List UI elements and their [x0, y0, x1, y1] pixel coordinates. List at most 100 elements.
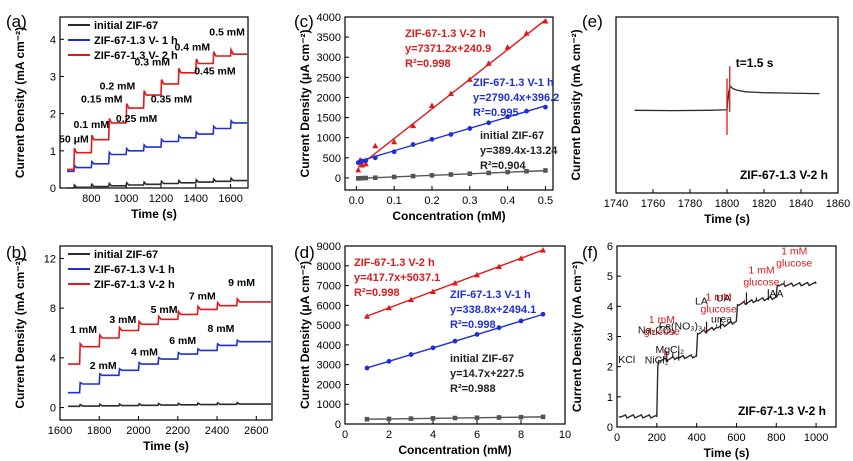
x-tick-label-a: 1600: [218, 193, 242, 205]
footer-label-e: ZIF-67-1.3 V-2 h: [740, 168, 828, 182]
series-line-f: [618, 281, 817, 419]
data-point-c-2: [429, 173, 435, 178]
annotation-label-a-8: 0.45 mM: [194, 66, 236, 78]
panel-c: (c) 0.0 0.1 0.2 0.3 0.4 0.5 0 500 1000 1500 2000 250…: [294, 12, 559, 223]
series-line-a-0: [67, 176, 248, 189]
legend-label-b-2: ZIF-67-1.3 V-2 h: [94, 279, 175, 291]
y-tick-label-c: 3500: [317, 32, 341, 44]
fit-text-d-2-0: initial ZIF-67: [450, 353, 514, 365]
series-line-a-2: [67, 46, 248, 171]
annotation-label-a-0: 50 μM: [59, 134, 89, 146]
x-tick-label-f: 200: [648, 432, 666, 444]
y-axis-label-c: Current Density (μA cm⁻²): [298, 30, 312, 178]
glucose-label-line1: 1 mM: [781, 245, 807, 257]
panel-label-c: (c): [294, 12, 314, 31]
data-point-d-1: [386, 358, 392, 364]
y-tick-label-c: 1500: [317, 113, 341, 125]
x-tick-label-c: 0.1: [387, 195, 402, 207]
y-tick-label-d: 4000: [317, 340, 341, 352]
x-tick-label-f: 600: [727, 432, 745, 444]
y-tick-label-d: 9000: [317, 241, 341, 253]
data-point-d-0: [430, 288, 436, 294]
data-point-d-2: [386, 416, 392, 422]
annotation-label-b-7: 8 mM: [208, 323, 235, 335]
x-tick-label-d: 8: [518, 429, 524, 441]
data-point-c-1: [524, 108, 529, 114]
data-point-c-1: [486, 120, 492, 126]
x-tick-label-f: 800: [767, 432, 785, 444]
glucose-label-line2: glucose: [701, 304, 737, 316]
data-point-c-0: [466, 76, 473, 82]
data-point-c-2: [486, 170, 492, 176]
annotation-label-e: t=1.5 s: [736, 56, 774, 70]
x-axis-label-e: Time (s): [704, 212, 750, 226]
annotation-label-b-4: 5 mM: [151, 304, 178, 316]
data-point-d-0: [408, 296, 414, 303]
data-point-d-0: [518, 255, 524, 261]
annotation-label-b-5: 6 mM: [169, 335, 196, 347]
y-axis-label-b: Current Density (mA cm⁻²): [13, 257, 27, 408]
annotation-label-f-7: urea: [711, 313, 732, 325]
x-tick-label-a: 800: [82, 193, 100, 205]
data-point-c-0: [542, 18, 549, 24]
glucose-label-line2: glucose: [776, 257, 812, 269]
y-tick-label-c: 0: [335, 173, 341, 185]
data-point-c-0: [372, 142, 379, 149]
annotation-label-f-2: 1 mM glucose: [743, 265, 779, 289]
y-tick-label-b: 4: [50, 353, 56, 365]
data-point-d-2: [430, 416, 436, 421]
x-tick-label-d: 0: [342, 429, 348, 441]
y-tick-label-a: 3: [50, 71, 56, 83]
fit-text-d-1-0: ZIF-67-1.3 V-1 h: [450, 289, 531, 301]
glucose-label-line2: glucose: [743, 277, 779, 289]
data-point-c-0: [362, 160, 369, 167]
annotation-label-a-7: 0.4 mM: [174, 41, 210, 53]
x-tick-label-e: 1860: [826, 198, 850, 210]
x-tick-label-f: 400: [687, 432, 705, 444]
data-point-d-2: [540, 414, 546, 420]
y-tick-label-f: 6: [607, 241, 613, 253]
data-point-c-0: [428, 102, 435, 109]
data-point-d-1: [408, 352, 414, 357]
annotation-label-a-6: 0.35 mM: [151, 94, 193, 106]
fit-text-d-0-0: ZIF-67-1.3 V-2 h: [354, 257, 435, 269]
x-tick-label-d: 6: [474, 429, 480, 441]
data-point-c-1: [543, 104, 548, 110]
y-tick-label-f: 3: [607, 332, 613, 344]
data-point-c-0: [485, 60, 492, 66]
y-axis-label-e: Current Density (mA cm⁻²): [569, 29, 583, 180]
annotation-label-a-5: 0.3 mM: [134, 56, 170, 68]
legend-label-a-2: ZIF-67-1.3 V- 2 h: [94, 50, 178, 62]
x-tick-label-e: 1820: [752, 198, 776, 210]
panel-label-b: (b): [6, 243, 27, 262]
plot-frame-c: [344, 16, 554, 191]
fit-text-c-2-0: initial ZIF-67: [480, 130, 544, 142]
footer-label-f: ZIF-67-1.3 V-2 h: [738, 404, 826, 418]
y-tick-label-c: 1000: [317, 133, 341, 145]
y-axis-label-f: Current Density (mA cm⁻²): [570, 261, 584, 412]
y-tick-label-b: 0: [50, 403, 56, 415]
fit-text-c-1-1: y=2790.4x+396.2: [473, 92, 559, 104]
x-tick-label-d: 10: [559, 429, 571, 441]
fit-text-d-0-1: y=417.7x+5037.1: [354, 272, 440, 284]
annotation-label-b-2: 3 mM: [109, 314, 136, 326]
data-point-d-2: [452, 415, 458, 421]
x-tick-label-d: 4: [430, 429, 436, 441]
y-tick-label-c: 2000: [317, 92, 341, 104]
y-tick-label-f: 5: [607, 271, 613, 283]
data-point-c-0: [504, 44, 511, 50]
y-tick-label-d: 8000: [317, 261, 341, 273]
annotation-label-f-12: UA: [716, 292, 731, 304]
fit-text-c-0-0: ZIF-67-1.3 V-2 h: [405, 28, 486, 40]
data-point-c-2: [467, 171, 473, 177]
y-tick-label-a: 1: [50, 146, 56, 158]
annotation-label-b-1: 2 mM: [90, 360, 117, 372]
x-tick-label-c: 0.4: [500, 195, 515, 207]
x-tick-label-c: 0.3: [462, 195, 477, 207]
panel-label-d: (d): [294, 243, 315, 262]
glucose-label-line1: 1 mM: [706, 292, 732, 304]
data-point-d-1: [474, 332, 480, 337]
data-point-d-1: [496, 325, 502, 331]
y-tick-label-f: 2: [607, 362, 613, 374]
